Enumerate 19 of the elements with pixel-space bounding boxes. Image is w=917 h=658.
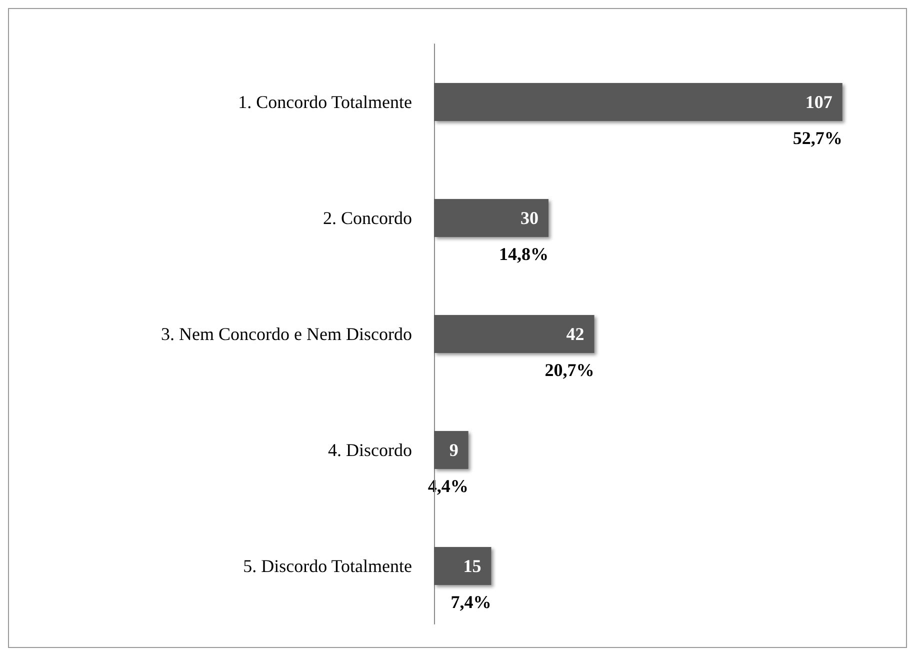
annotation: 7,4% xyxy=(450,592,492,612)
annotation: 14,8% xyxy=(499,244,548,264)
bar xyxy=(434,315,594,353)
data-label: 15 xyxy=(463,556,482,576)
data-label: 30 xyxy=(520,208,538,228)
annotation: 52,7% xyxy=(792,128,842,148)
y-tick-label: 4. Discordo xyxy=(328,440,412,460)
bar xyxy=(434,199,548,237)
bar xyxy=(434,547,492,585)
y-tick-label: 5. Discordo Totalmente xyxy=(243,556,412,576)
y-tick-label: 2. Concordo xyxy=(323,208,412,228)
data-label: 42 xyxy=(566,324,584,344)
annotation: 20,7% xyxy=(544,360,594,380)
data-label: 9 xyxy=(449,440,458,460)
y-tick-label: 1. Concordo Totalmente xyxy=(238,92,412,112)
y-tick-label: 3. Nem Concordo e Nem Discordo xyxy=(161,324,412,344)
bar xyxy=(434,83,842,121)
bar xyxy=(434,431,468,469)
data-label: 107 xyxy=(805,92,832,112)
